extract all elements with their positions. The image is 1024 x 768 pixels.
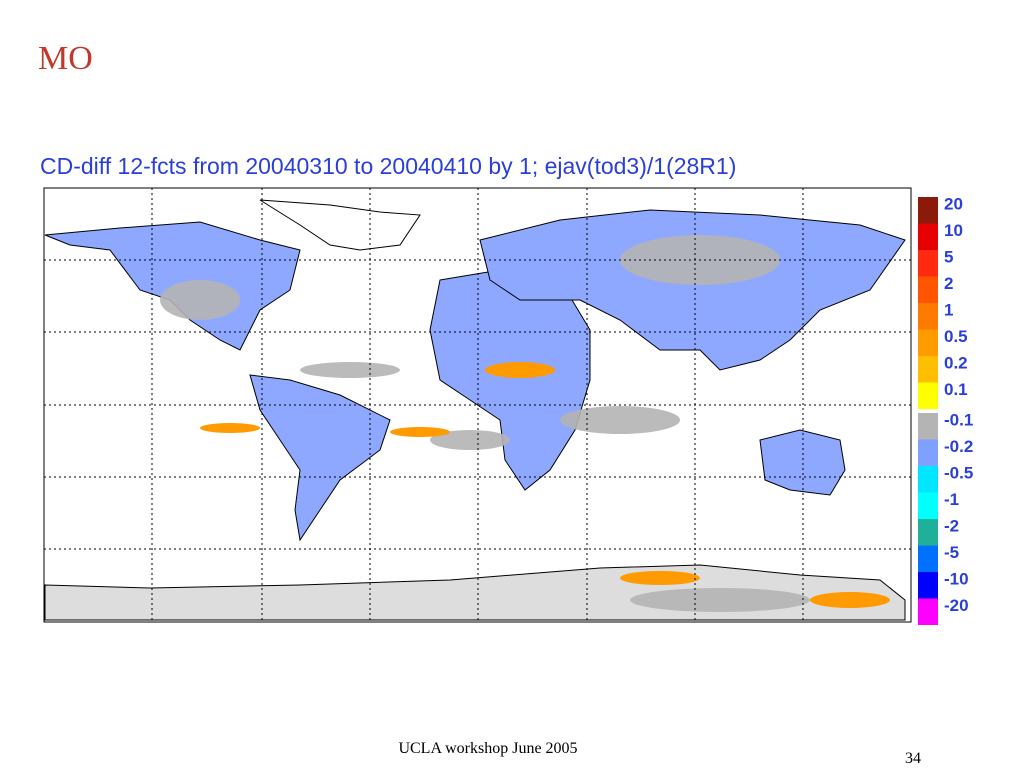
legend-swatch <box>918 466 938 493</box>
legend-label: -10 <box>944 569 969 588</box>
legend-label: 5 <box>944 247 953 266</box>
legend-label: 0.2 <box>944 353 968 372</box>
legend-swatch <box>918 250 938 277</box>
legend: 20 10 5 2 1 0.5 0.2 0.1 -0.1 -0.2 -0.5 -1 -2 -5 -10 -20 <box>918 194 973 625</box>
legend-swatch <box>918 356 938 383</box>
legend-label: -2 <box>944 516 959 535</box>
map-area <box>43 187 912 623</box>
legend-swatch <box>918 276 938 303</box>
legend-label: 10 <box>944 221 963 240</box>
legend-label: 0.1 <box>944 380 968 399</box>
legend-label: 1 <box>944 300 953 319</box>
legend-label: -5 <box>944 543 959 562</box>
legend-label: 0.5 <box>944 327 968 346</box>
legend-swatch <box>918 439 938 466</box>
slide-title: MO <box>38 40 93 77</box>
legend-label: -0.1 <box>944 410 973 429</box>
legend-swatch <box>918 197 938 224</box>
legend-swatch <box>918 382 938 409</box>
page-number: 34 <box>905 750 921 767</box>
legend-swatch <box>918 572 938 599</box>
legend-label: -0.5 <box>944 463 973 482</box>
legend-swatch <box>918 329 938 356</box>
legend-label: 2 <box>944 274 953 293</box>
legend-label: 20 <box>944 194 963 213</box>
legend-label: -20 <box>944 596 969 615</box>
graticule <box>44 188 911 622</box>
legend-swatch <box>918 598 938 625</box>
map-title: CD-diff 12-fcts from 20040310 to 2004041… <box>40 153 736 179</box>
legend-swatch <box>918 492 938 519</box>
legend-label: -1 <box>944 490 959 509</box>
legend-label: -0.2 <box>944 437 973 456</box>
legend-swatch <box>918 545 938 572</box>
legend-swatch <box>918 413 938 440</box>
map-figure: CD-diff 12-fcts from 20040310 to 2004041… <box>40 153 973 625</box>
legend-swatch <box>918 519 938 546</box>
warm-patches <box>200 362 890 608</box>
footer: UCLA workshop June 2005 <box>398 740 578 757</box>
legend-swatch <box>918 223 938 250</box>
legend-swatch <box>918 303 938 330</box>
